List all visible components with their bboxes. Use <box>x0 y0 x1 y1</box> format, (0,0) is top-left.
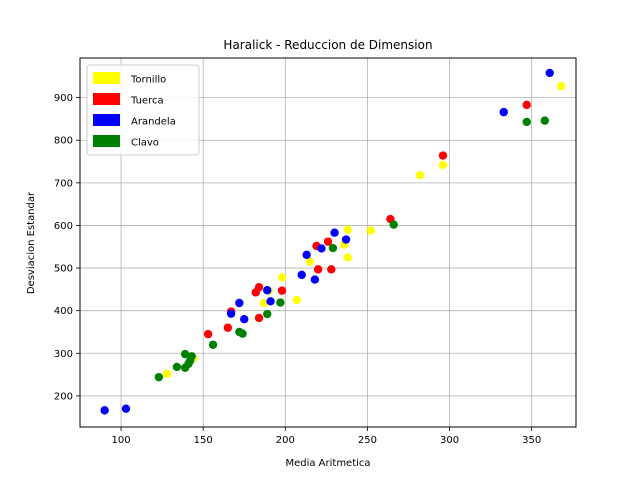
data-point-tuerca <box>254 283 264 292</box>
data-point-tornillo <box>277 273 287 282</box>
y-tick-label: 900 <box>54 93 73 104</box>
legend: Tornillo Tuerca Arandela Clavo <box>86 64 200 156</box>
data-point-arandela <box>330 228 339 237</box>
data-point-tuerca <box>438 151 448 160</box>
data-point-tuerca <box>254 313 264 323</box>
data-point-clavo <box>154 372 164 382</box>
legend-swatch-tornillo <box>93 72 120 84</box>
data-point-clavo <box>389 220 398 229</box>
legend-box <box>86 64 200 156</box>
data-point-tuerca <box>203 329 213 339</box>
y-axis-label: Desviacion Estandar <box>26 191 37 294</box>
legend-swatch-clavo <box>93 135 120 147</box>
data-point-tornillo <box>366 226 375 235</box>
data-point-tornillo <box>343 225 352 234</box>
x-tick-label: 150 <box>194 435 213 446</box>
data-point-tuerca <box>223 323 233 332</box>
data-point-arandela <box>297 270 306 280</box>
data-point-arandela <box>235 298 244 308</box>
data-point-tornillo <box>305 257 315 266</box>
x-tick-label: 200 <box>276 435 295 446</box>
legend-swatch-arandela <box>93 114 120 126</box>
legend-label-arandela: Arandela <box>131 117 176 128</box>
data-point-clavo <box>328 243 338 253</box>
data-point-tuerca <box>327 265 336 274</box>
data-point-tornillo <box>292 295 301 305</box>
data-point-clavo <box>180 349 190 359</box>
x-tick-label: 300 <box>440 435 459 446</box>
y-tick-label: 600 <box>54 221 73 232</box>
data-point-tuerca <box>323 237 333 246</box>
data-point-arandela <box>100 406 109 415</box>
y-tick-label: 300 <box>54 349 73 360</box>
x-tick-label: 250 <box>358 435 377 446</box>
data-point-tornillo <box>415 170 425 180</box>
data-point-clavo <box>187 352 196 361</box>
data-point-tuerca <box>277 286 287 295</box>
x-axis-label: Media Aritmetica <box>285 458 370 469</box>
data-point-clavo <box>263 309 272 319</box>
axis-ticks: 100 150 200 250 300 350 200 300 400 500 600 700 800 9… <box>54 93 541 446</box>
data-points <box>100 68 566 415</box>
plot-area-frame <box>79 57 577 428</box>
data-point-arandela <box>240 314 249 324</box>
x-tick-label: 350 <box>522 435 541 446</box>
data-point-arandela <box>121 404 131 413</box>
legend-swatch-tuerca <box>93 93 120 105</box>
data-point-tornillo <box>557 81 566 91</box>
data-point-tornillo <box>343 253 352 262</box>
data-point-arandela <box>266 297 275 306</box>
data-point-clavo <box>522 117 531 127</box>
data-point-clavo <box>276 298 285 307</box>
data-point-clavo <box>238 329 247 338</box>
y-tick-label: 700 <box>54 178 73 189</box>
data-point-clavo <box>540 116 549 125</box>
legend-label-tornillo: Tornillo <box>130 75 166 86</box>
data-point-clavo <box>172 362 182 372</box>
data-point-clavo <box>208 340 218 349</box>
y-tick-label: 800 <box>54 136 73 147</box>
data-point-arandela <box>310 275 320 284</box>
data-point-tornillo <box>259 298 269 308</box>
data-point-arandela <box>226 309 236 318</box>
y-tick-label: 500 <box>54 264 73 275</box>
x-tick-label: 100 <box>112 435 131 446</box>
data-point-arandela <box>341 235 351 244</box>
data-point-arandela <box>263 286 272 295</box>
data-point-arandela <box>317 244 326 253</box>
data-point-arandela <box>499 107 508 117</box>
data-point-arandela <box>302 250 311 260</box>
y-tick-label: 200 <box>54 391 73 402</box>
data-point-tuerca <box>522 100 531 110</box>
data-point-tornillo <box>162 369 172 378</box>
legend-label-clavo: Clavo <box>131 138 159 149</box>
chart-title: Haralick - Reduccion de Dimension <box>223 38 432 52</box>
data-point-arandela <box>545 68 554 78</box>
data-point-tornillo <box>438 160 448 170</box>
data-point-tuerca <box>313 265 323 274</box>
y-tick-label: 400 <box>54 306 73 317</box>
legend-label-tuerca: Tuerca <box>130 96 164 107</box>
